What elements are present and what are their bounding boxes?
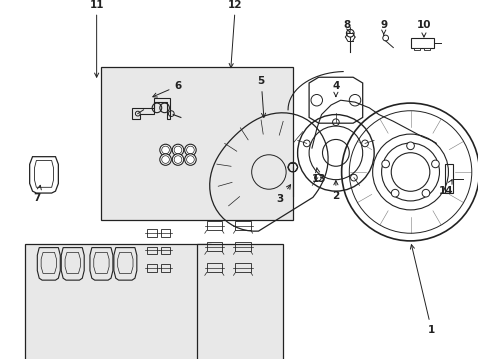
Text: 13: 13 (311, 168, 325, 184)
Bar (206, 263, 222, 273)
Circle shape (184, 144, 196, 156)
Bar (423, 48, 429, 50)
Bar (413, 48, 419, 50)
Text: 14: 14 (438, 180, 452, 196)
Bar (147, 247, 157, 254)
Circle shape (174, 156, 182, 163)
Bar (197, 244, 283, 360)
Circle shape (172, 154, 183, 165)
Bar (147, 229, 157, 237)
Text: 8: 8 (343, 19, 350, 32)
Bar (161, 247, 170, 254)
Bar (444, 164, 452, 193)
Circle shape (350, 174, 357, 181)
Text: 7: 7 (34, 185, 41, 203)
Text: 9: 9 (379, 19, 386, 35)
Text: 3: 3 (276, 185, 290, 204)
Circle shape (381, 160, 388, 168)
Text: 5: 5 (257, 76, 265, 117)
Circle shape (186, 146, 194, 154)
Bar (235, 263, 250, 273)
Bar (161, 264, 170, 271)
Circle shape (184, 154, 196, 165)
Bar (410, 38, 433, 48)
Circle shape (162, 156, 169, 163)
Circle shape (314, 174, 321, 181)
Bar (206, 221, 222, 230)
Bar (161, 229, 170, 237)
Bar (25, 244, 211, 360)
Bar (206, 242, 222, 251)
Bar (235, 242, 250, 251)
Text: 4: 4 (331, 81, 339, 96)
Text: 1: 1 (409, 245, 434, 335)
Bar (147, 264, 157, 271)
Text: 2: 2 (331, 181, 339, 201)
Bar (101, 67, 292, 220)
Circle shape (431, 160, 438, 168)
Text: 6: 6 (153, 81, 181, 97)
Circle shape (162, 146, 169, 154)
Circle shape (174, 146, 182, 154)
Circle shape (160, 144, 171, 156)
Circle shape (421, 189, 429, 197)
Circle shape (361, 140, 367, 147)
Text: 11: 11 (89, 0, 103, 77)
Circle shape (172, 144, 183, 156)
Circle shape (303, 140, 309, 147)
Circle shape (186, 156, 194, 163)
Text: 12: 12 (228, 0, 242, 68)
Circle shape (160, 154, 171, 165)
Text: 10: 10 (416, 19, 430, 37)
Circle shape (406, 142, 413, 150)
Bar (235, 221, 250, 230)
Circle shape (332, 119, 339, 126)
Circle shape (390, 189, 398, 197)
